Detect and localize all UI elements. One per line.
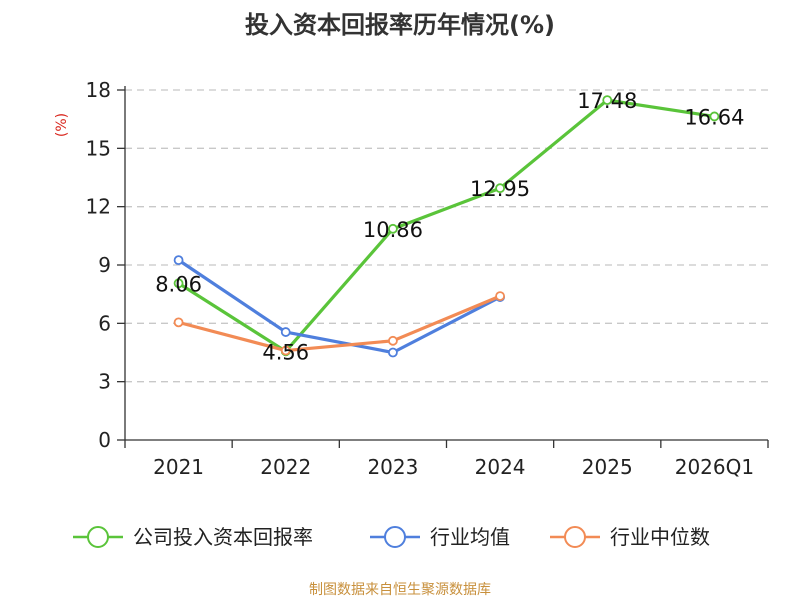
data-point <box>388 335 398 346</box>
y-tick-label: 3 <box>98 370 111 394</box>
legend-marker <box>87 526 109 548</box>
y-tick-label: 9 <box>98 253 111 277</box>
x-tick-label: 2025 <box>582 455 633 479</box>
legend-marker <box>564 526 586 548</box>
x-tick-label: 2026Q1 <box>675 455 754 479</box>
series-line-2 <box>176 294 502 353</box>
data-point <box>388 347 398 358</box>
data-point <box>495 291 505 302</box>
legend-label: 行业均值 <box>430 525 510 549</box>
data-point <box>388 223 398 234</box>
legend-label: 公司投入资本回报率 <box>133 525 313 549</box>
y-axis-unit: (%) <box>54 113 70 137</box>
legend: 公司投入资本回报率 行业均值 行业中位数 <box>73 525 710 549</box>
y-tick-label: 12 <box>86 195 111 219</box>
data-point <box>173 317 184 328</box>
y-tick-label: 0 <box>98 428 111 452</box>
data-point <box>280 345 291 356</box>
x-tick-label: 2021 <box>153 455 204 479</box>
data-label: 10.86 <box>363 218 423 242</box>
data-label: 12.95 <box>470 177 530 201</box>
chart-title: 投入资本回报率历年情况(%) <box>245 11 555 39</box>
source-note: 制图数据来自恒生聚源数据库 <box>309 582 491 598</box>
series-group <box>173 95 720 358</box>
y-tick-label: 15 <box>86 136 111 160</box>
data-label: 8.06 <box>155 272 202 296</box>
data-point <box>173 278 184 289</box>
y-tick-label: 6 <box>98 311 111 335</box>
legend-label: 行业中位数 <box>610 525 710 549</box>
legend-marker <box>384 526 406 548</box>
grid-lines <box>125 89 768 383</box>
series-line-0 <box>176 98 717 353</box>
x-tick-label: 2022 <box>260 455 311 479</box>
x-tick-label: 2024 <box>475 455 526 479</box>
data-point <box>280 327 291 337</box>
x-tick-label: 2023 <box>367 455 418 479</box>
data-label: 16.64 <box>684 105 744 129</box>
data-labels: 8.06 4.56 10.86 12.95 17.48 16.64 <box>155 89 744 364</box>
data-label: 17.48 <box>577 89 637 113</box>
axes: 0 3 6 9 12 15 18 2021 2022 2023 2024 2025 2026Q1 <box>86 78 769 479</box>
data-label: 4.56 <box>262 340 309 364</box>
data-point <box>709 111 720 122</box>
data-point <box>495 183 505 194</box>
data-point <box>602 95 613 106</box>
y-tick-label: 18 <box>86 78 111 102</box>
series-line-1 <box>176 258 502 355</box>
data-point <box>173 255 184 266</box>
